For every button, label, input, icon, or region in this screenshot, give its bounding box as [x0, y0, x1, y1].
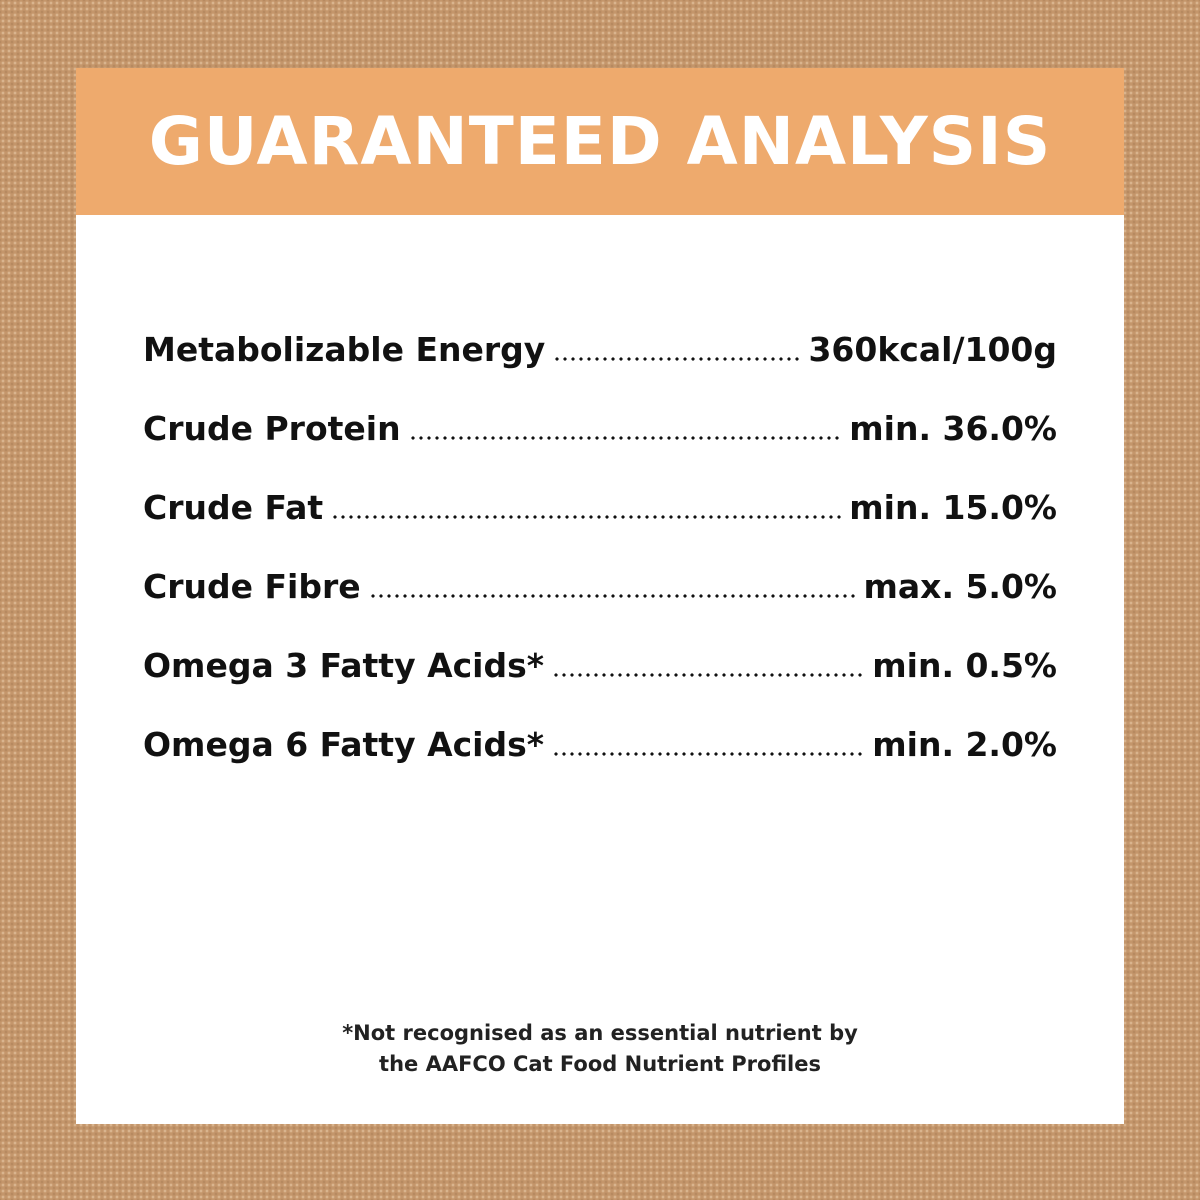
nutrient-label: Crude Fibre	[143, 567, 361, 606]
header-band: GUARANTEED ANALYSIS	[76, 68, 1124, 215]
leader-dots	[408, 436, 842, 440]
table-row: Crude Fibre max. 5.0%	[143, 567, 1057, 646]
card: GUARANTEED ANALYSIS Metabolizable Energy…	[76, 68, 1124, 1124]
nutrient-label: Crude Fat	[143, 488, 324, 527]
leader-dots	[552, 752, 865, 756]
leader-dots	[331, 515, 842, 519]
nutrient-value: 360kcal/100g	[808, 330, 1057, 369]
footnote-line: *Not recognised as an essential nutrient…	[342, 1021, 858, 1045]
leader-dots	[553, 357, 801, 361]
nutrient-label: Metabolizable Energy	[143, 330, 546, 369]
nutrient-value: min. 15.0%	[849, 488, 1057, 527]
nutrient-label: Omega 6 Fatty Acids*	[143, 725, 545, 764]
nutrient-value: min. 2.0%	[872, 725, 1057, 764]
footnote-line: the AAFCO Cat Food Nutrient Profiles	[379, 1052, 821, 1076]
nutrient-value: min. 36.0%	[849, 409, 1057, 448]
nutrient-label: Crude Protein	[143, 409, 401, 448]
leader-dots	[368, 594, 856, 598]
table-row: Omega 3 Fatty Acids* min. 0.5%	[143, 646, 1057, 725]
table-row: Metabolizable Energy 360kcal/100g	[143, 330, 1057, 409]
table-row: Crude Fat min. 15.0%	[143, 488, 1057, 567]
table-row: Omega 6 Fatty Acids* min. 2.0%	[143, 725, 1057, 804]
nutrient-value: min. 0.5%	[872, 646, 1057, 685]
table-row: Crude Protein min. 36.0%	[143, 409, 1057, 488]
nutrient-label: Omega 3 Fatty Acids*	[143, 646, 545, 685]
analysis-table: Metabolizable Energy 360kcal/100g Crude Pr…	[143, 330, 1057, 804]
nutrient-value: max. 5.0%	[863, 567, 1058, 606]
title: GUARANTEED ANALYSIS	[148, 103, 1052, 180]
leader-dots	[552, 673, 865, 677]
footnote: *Not recognised as an essential nutrient…	[76, 1018, 1124, 1080]
